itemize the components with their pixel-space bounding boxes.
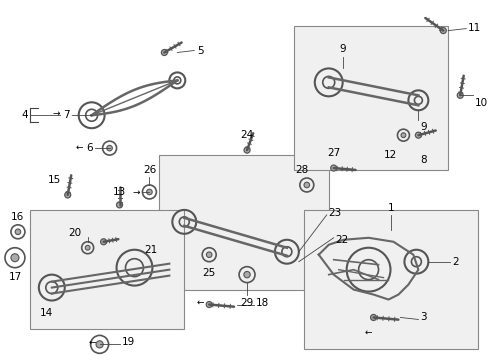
Text: 16: 16 (11, 212, 24, 222)
Text: 17: 17 (8, 272, 22, 282)
Circle shape (244, 271, 250, 278)
Text: 10: 10 (475, 98, 489, 108)
Text: 5: 5 (197, 45, 204, 55)
Text: 27: 27 (327, 148, 341, 158)
Text: 3: 3 (420, 312, 427, 323)
Text: 18: 18 (256, 297, 270, 307)
Text: 13: 13 (113, 187, 126, 197)
Text: 23: 23 (329, 208, 342, 218)
Circle shape (370, 315, 376, 320)
Circle shape (96, 341, 103, 348)
Text: ←: ← (365, 328, 372, 337)
Circle shape (161, 50, 168, 55)
Text: 14: 14 (40, 307, 53, 318)
Circle shape (206, 252, 212, 257)
Circle shape (416, 132, 421, 138)
Text: 9: 9 (340, 45, 346, 54)
Circle shape (304, 182, 310, 188)
Bar (30, 210, 184, 329)
Circle shape (147, 189, 152, 195)
Text: 20: 20 (68, 228, 81, 238)
Text: ←: ← (75, 143, 83, 152)
Bar (159, 155, 329, 289)
Text: 25: 25 (202, 268, 216, 278)
Text: 21: 21 (145, 245, 158, 255)
Circle shape (244, 147, 250, 153)
Text: 7: 7 (63, 110, 70, 120)
Text: 1: 1 (388, 203, 395, 213)
Circle shape (331, 165, 337, 171)
Circle shape (206, 302, 212, 307)
Text: 26: 26 (143, 165, 156, 175)
Text: 24: 24 (241, 130, 254, 140)
Text: 2: 2 (452, 257, 459, 267)
Circle shape (65, 192, 71, 198)
Circle shape (11, 254, 19, 262)
Text: ←: ← (196, 298, 204, 307)
Circle shape (117, 202, 122, 208)
Text: 8: 8 (420, 155, 427, 165)
Circle shape (100, 239, 107, 245)
Circle shape (401, 133, 406, 138)
Circle shape (107, 145, 112, 151)
Circle shape (15, 229, 21, 235)
Bar (304, 210, 478, 349)
Text: 28: 28 (295, 165, 309, 175)
Text: 22: 22 (336, 235, 349, 245)
Text: →: → (133, 188, 141, 197)
Text: 4: 4 (21, 110, 28, 120)
Text: 11: 11 (468, 23, 482, 33)
Text: 12: 12 (384, 150, 397, 160)
Text: 29: 29 (241, 298, 254, 307)
Text: 9: 9 (420, 122, 427, 132)
Circle shape (457, 92, 463, 98)
Circle shape (85, 246, 90, 250)
Circle shape (441, 28, 446, 33)
Text: 6: 6 (86, 143, 93, 153)
Text: 19: 19 (122, 337, 135, 347)
Text: 15: 15 (48, 175, 61, 185)
Text: →: → (52, 109, 60, 118)
Bar (294, 26, 448, 170)
Text: ←: ← (88, 338, 96, 347)
